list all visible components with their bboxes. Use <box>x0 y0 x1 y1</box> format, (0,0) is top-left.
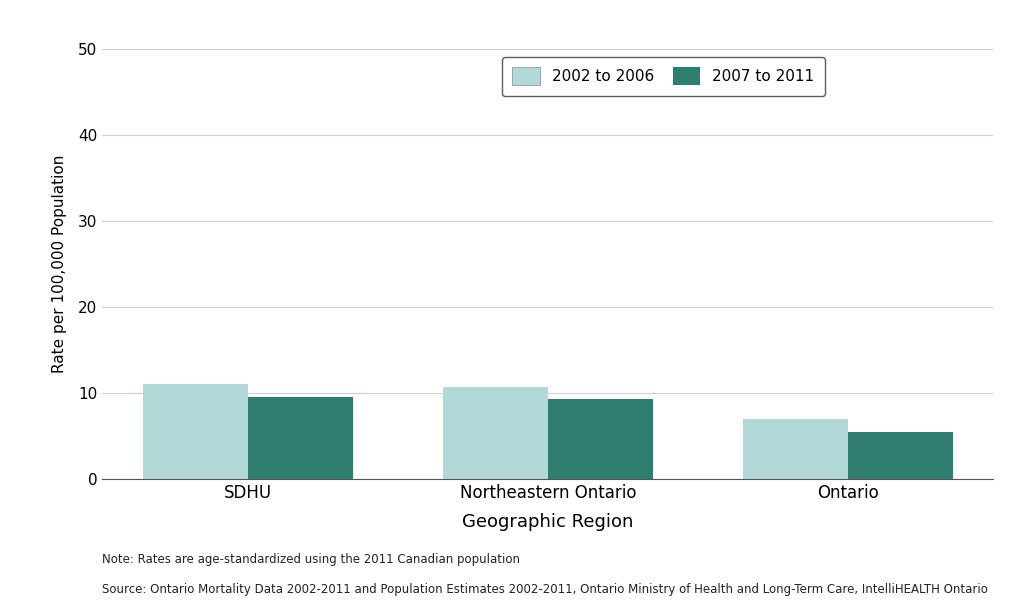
Y-axis label: Rate per 100,000 Population: Rate per 100,000 Population <box>52 155 67 373</box>
Bar <box>548 399 653 479</box>
Text: Source: Ontario Mortality Data 2002-2011 and Population Estimates 2002-2011, Ont: Source: Ontario Mortality Data 2002-2011… <box>102 583 988 596</box>
X-axis label: Geographic Region: Geographic Region <box>462 513 634 531</box>
Bar <box>143 384 248 479</box>
Bar <box>742 419 848 479</box>
Bar <box>248 397 353 479</box>
Legend: 2002 to 2006, 2007 to 2011: 2002 to 2006, 2007 to 2011 <box>502 56 825 96</box>
Bar <box>442 387 548 479</box>
Bar <box>848 432 952 479</box>
Text: Note: Rates are age-standardized using the 2011 Canadian population: Note: Rates are age-standardized using t… <box>102 553 520 565</box>
